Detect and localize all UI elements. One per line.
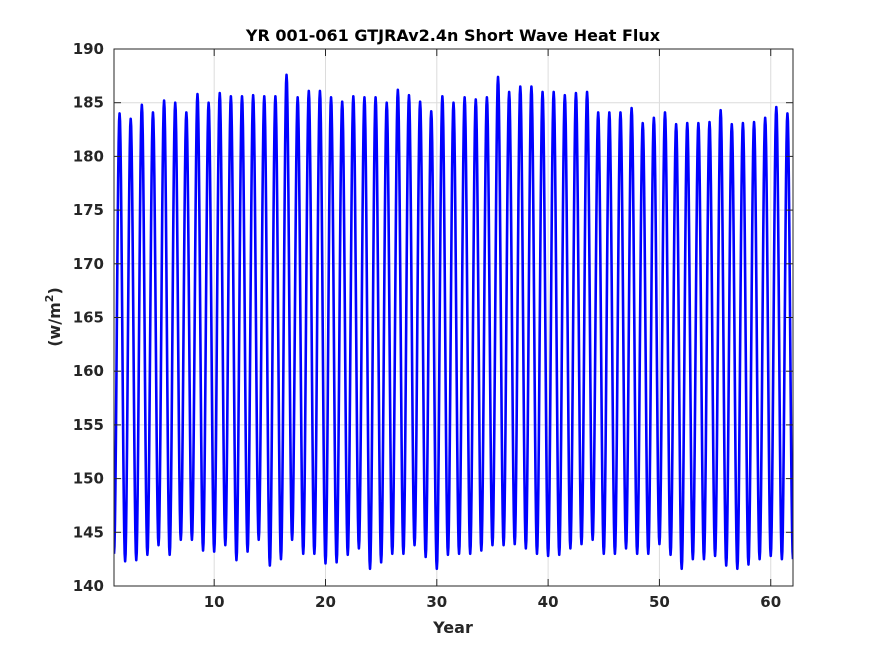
axis-ticks: [114, 48, 793, 587]
y-tick-label-5: 165: [73, 309, 104, 327]
y-tick-label-6: 170: [73, 255, 104, 273]
x-tick-label-0: 10: [204, 593, 225, 611]
y-tick-label-7: 175: [73, 201, 104, 219]
x-tick-label-3: 40: [538, 593, 559, 611]
y-tick-label-0: 140: [73, 577, 104, 595]
y-axis-title-main: (w/m: [45, 302, 64, 347]
series-line: [114, 73, 793, 571]
x-tick-label-2: 30: [426, 593, 447, 611]
y-tick-label-1: 145: [73, 523, 104, 541]
x-tick-label-4: 50: [649, 593, 670, 611]
y-tick-label-2: 150: [73, 470, 104, 488]
tick-labels: 140 145 150 155 160 165 170 175 180 185 190 10 20 30 4…: [73, 40, 781, 611]
chart-title: YR 001-061 GTJRAv2.4n Short Wave Heat Fl…: [245, 26, 661, 45]
y-axis-title: (w/m2): [43, 287, 64, 347]
x-axis-title: Year: [432, 618, 473, 637]
y-tick-label-4: 160: [73, 362, 104, 380]
y-axis-title-sup: 2: [43, 295, 56, 303]
y-tick-label-3: 155: [73, 416, 104, 434]
y-axis-title-close: ): [45, 287, 64, 294]
y-tick-label-8: 180: [73, 147, 104, 165]
x-tick-label-1: 20: [315, 593, 336, 611]
y-tick-label-10: 190: [73, 40, 104, 58]
y-tick-label-9: 185: [73, 94, 104, 112]
x-tick-label-5: 60: [760, 593, 781, 611]
